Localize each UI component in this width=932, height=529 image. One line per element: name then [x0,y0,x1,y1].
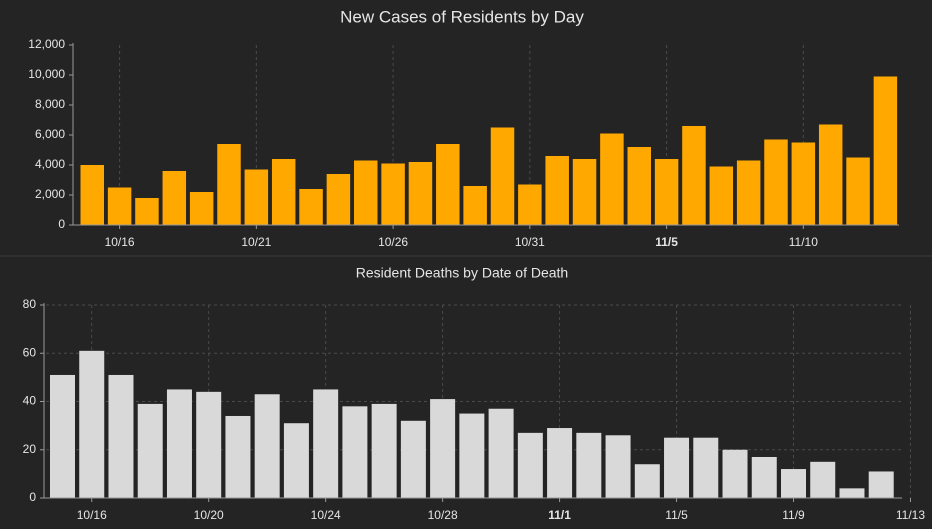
deaths-bar-11-4 [634,464,660,498]
cases-bar-11-8 [736,160,761,225]
y-tick-label: 0 [29,490,36,504]
x-tick-label: 11/13 [896,508,925,522]
y-tick-label: 60 [23,345,37,359]
cases-bar-11-2 [572,159,597,225]
deaths-bar-11-7 [722,449,748,498]
cases-bar-10-30 [490,127,515,225]
chart-title: Resident Deaths by Date of Death [356,265,568,281]
cases-bar-11-11 [818,124,843,225]
x-tick-label: 10/28 [428,508,458,522]
deaths-bar-11-11 [839,488,865,498]
cases-bar-10-16 [107,187,132,225]
cases-bar-10-22 [271,159,296,225]
cases-bar-11-9 [764,139,788,225]
cases-bar-11-3 [600,133,624,225]
y-tick-label: 12,000 [28,37,65,51]
deaths-bar-11-9 [781,469,806,498]
x-tick-label: 10/31 [515,235,545,249]
deaths-bar-10-19 [166,389,192,498]
cases-bar-10-29 [463,186,487,225]
cases-bar-10-15 [80,165,104,225]
cases-bar-10-18 [162,171,187,225]
deaths-bar-11-1 [547,428,573,498]
cases-bar-10-31 [518,184,542,225]
cases-bar-10-28 [436,144,460,225]
x-tick-label: 11/5 [655,235,678,249]
deaths-bar-10-24 [313,389,339,498]
y-tick-label: 2,000 [35,187,65,201]
deaths-bar-11-10 [810,461,836,498]
deaths-bar-10-17 [108,374,134,498]
x-tick-label: 10/16 [105,235,135,249]
deaths-bar-10-22 [254,394,280,498]
cases-bar-10-24 [326,174,351,225]
deaths-bar-11-8 [751,456,777,498]
deaths-bar-10-23 [283,423,309,498]
x-tick-label: 11/9 [782,508,805,522]
deaths-bar-11-12 [868,471,894,498]
deaths-bar-10-20 [196,391,222,498]
deaths-bar-10-21 [225,415,251,498]
deaths-bar-10-28 [430,399,456,498]
y-tick-label: 40 [23,394,37,408]
deaths-bar-10-25 [342,406,368,498]
cases-bar-11-6 [682,126,706,225]
chart-title: New Cases of Residents by Day [340,7,584,26]
cases-bar-11-5 [654,159,679,225]
cases-bar-10-21 [244,169,269,225]
x-tick-label: 10/20 [194,508,224,522]
cases-bar-10-26 [381,163,405,225]
deaths-bar-10-16 [79,350,105,498]
deaths-bar-10-30 [488,408,514,498]
x-tick-label: 11/1 [548,508,571,522]
cases-bar-11-13 [873,76,898,225]
deaths-bar-10-27 [400,420,426,498]
deaths-bar-10-18 [137,403,163,498]
deaths-bar-11-2 [576,432,602,498]
x-tick-label: 11/10 [789,235,818,249]
deaths-bar-11-6 [693,437,719,498]
deaths-bar-10-26 [371,403,397,498]
y-tick-label: 80 [23,297,37,311]
cases-bar-11-12 [846,157,870,225]
x-tick-label: 10/24 [311,508,341,522]
y-tick-label: 10,000 [28,67,65,81]
cases-bar-11-7 [709,166,734,225]
x-tick-label: 10/26 [378,235,408,249]
x-tick-label: 10/21 [241,235,271,249]
deaths-bar-10-31 [517,432,543,498]
x-tick-label: 11/5 [665,508,688,522]
cases-bar-11-4 [627,147,651,225]
deaths-bar-11-5 [664,437,690,498]
deaths-bar-10-29 [459,413,485,498]
x-tick-label: 10/16 [77,508,107,522]
cases-bar-10-27 [408,162,433,225]
cases-bar-10-25 [354,160,378,225]
cases-bar-11-10 [791,142,816,225]
deaths-bar-10-15 [50,374,75,498]
cases-bar-10-19 [189,192,214,225]
deaths-bar-11-3 [605,435,631,498]
y-tick-label: 8,000 [35,97,65,111]
cases-bar-10-20 [217,144,241,225]
y-tick-label: 6,000 [35,127,65,141]
cases-bar-10-23 [299,189,323,225]
y-tick-label: 20 [23,442,37,456]
cases-chart: New Cases of Residents by Day 0 2,000 4,000… [28,7,899,249]
cases-bar-11-1 [545,156,569,225]
deaths-chart: Resident Deaths by Date of Death 0 20 40 60 8… [23,265,926,522]
y-tick-label: 0 [58,217,65,231]
y-tick-label: 4,000 [35,157,65,171]
cases-bar-10-17 [135,198,159,225]
